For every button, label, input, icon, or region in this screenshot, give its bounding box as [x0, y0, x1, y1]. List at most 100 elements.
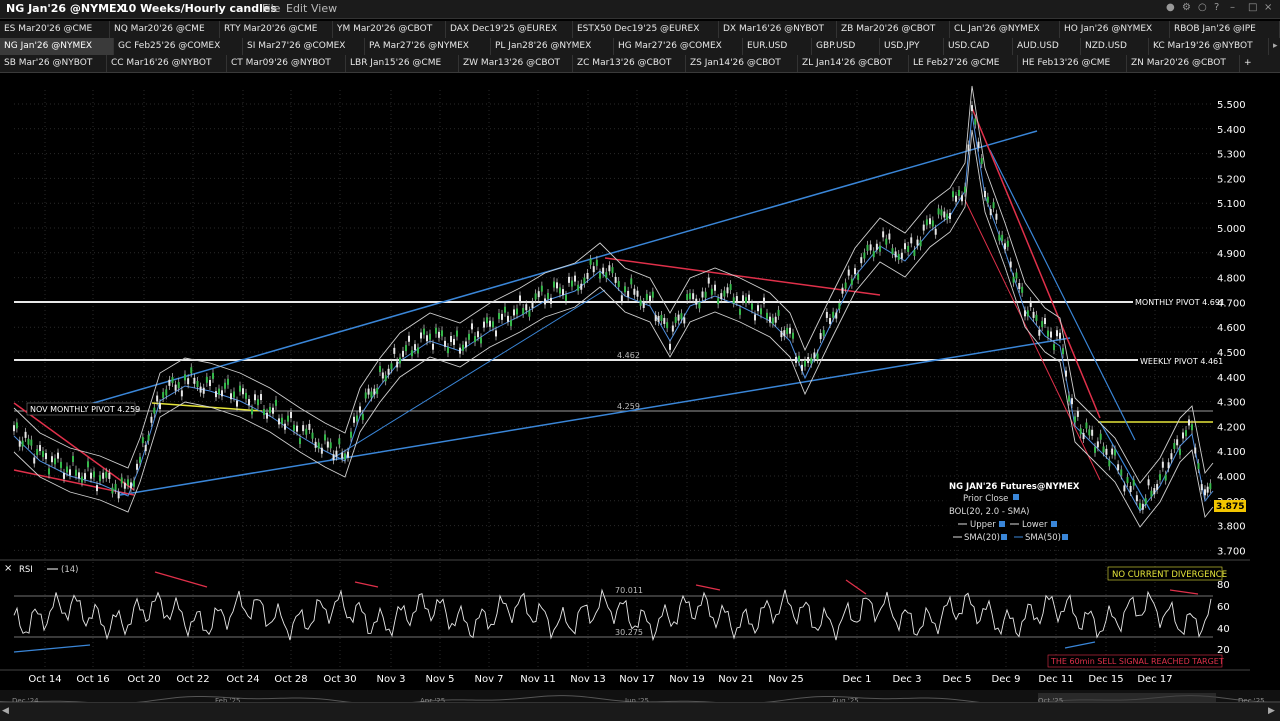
- tab-kc[interactable]: KC Mar19'26 @NYBOT: [1149, 38, 1269, 55]
- tab-scroll-right-icon[interactable]: ▸: [1273, 41, 1278, 51]
- candle: [742, 295, 744, 302]
- date-tick-label: Dec 17: [1137, 674, 1172, 685]
- candle: [159, 403, 161, 410]
- candle: [221, 390, 223, 397]
- lock-icon[interactable]: ●: [1166, 2, 1175, 13]
- tab-estx50[interactable]: ESTX50 Dec19'25 @EUREX: [573, 21, 719, 38]
- candle: [373, 388, 376, 395]
- price-chart[interactable]: MONTHLY PIVOT 4.691 WEEKLY PIVOT 4.461 N…: [0, 70, 1280, 690]
- tab-cc[interactable]: CC Mar16'26 @NYBOT: [107, 55, 227, 72]
- symbol-selector[interactable]: NG Jan'26 @NYMEX: [6, 2, 126, 15]
- tab-audusd[interactable]: AUD.USD: [1013, 38, 1081, 55]
- tab-ho[interactable]: HO Jan'26 @NYMEX: [1060, 21, 1170, 38]
- candle: [1079, 428, 1082, 435]
- candle: [27, 438, 30, 445]
- blue-down-line[interactable]: [1099, 421, 1151, 511]
- tab-nq[interactable]: NQ Mar20'26 @CME: [110, 21, 220, 38]
- tab-pa[interactable]: PA Mar27'26 @NYMEX: [365, 38, 491, 55]
- tab-he[interactable]: HE Feb13'26 @CME: [1018, 55, 1127, 72]
- tab-dx[interactable]: DX Mar16'26 @NYBOT: [719, 21, 837, 38]
- tab-lbr[interactable]: LBR Jan15'26 @CME: [346, 55, 459, 72]
- help-icon[interactable]: ?: [1214, 2, 1220, 13]
- tab-eurusd[interactable]: EUR.USD: [743, 38, 812, 55]
- close-icon[interactable]: ×: [1264, 2, 1273, 13]
- tab-dax[interactable]: DAX Dec19'25 @EUREX: [446, 21, 573, 38]
- scroll-left-icon[interactable]: ◀: [2, 706, 9, 716]
- candle: [875, 243, 878, 250]
- tab-zc[interactable]: ZC Mar13'26 @CBOT: [573, 55, 686, 72]
- add-tab-icon[interactable]: +: [1244, 58, 1252, 68]
- title-bar: NG Jan'26 @NYMEX 10 Weeks/Hourly candles…: [0, 0, 1280, 19]
- inner-trend-line[interactable]: [329, 289, 606, 461]
- rsi-tick-label: 60: [1217, 602, 1230, 613]
- legend-lower-checkbox[interactable]: [1051, 521, 1057, 527]
- candle: [1129, 485, 1132, 492]
- date-tick-label: Nov 11: [520, 674, 555, 685]
- candle: [390, 363, 393, 370]
- tab-zn[interactable]: ZN Mar20'26 @CBOT: [1127, 55, 1240, 72]
- red-trend-line-1[interactable]: [13, 402, 135, 491]
- candle: [1053, 344, 1055, 351]
- price-tick-label: 4.700: [1217, 298, 1246, 309]
- red-decline-line-2[interactable]: [964, 199, 1101, 481]
- scroll-right-icon[interactable]: ▶: [1268, 706, 1275, 716]
- tab-pl[interactable]: PL Jan28'26 @NYMEX: [491, 38, 614, 55]
- rsi-period: (14): [61, 565, 78, 575]
- tab-usdcad[interactable]: USD.CAD: [944, 38, 1013, 55]
- tab-zb[interactable]: ZB Mar20'26 @CBOT: [837, 21, 950, 38]
- tab-nzdusd[interactable]: NZD.USD: [1081, 38, 1149, 55]
- candle: [1147, 479, 1150, 486]
- candle: [531, 301, 534, 308]
- upper-channel-line[interactable]: [89, 252, 613, 405]
- tab-si[interactable]: SI Mar27'26 @COMEX: [243, 38, 365, 55]
- tab-sb[interactable]: SB Mar'26 @NYBOT: [0, 55, 107, 72]
- tab-ct[interactable]: CT Mar09'26 @NYBOT: [227, 55, 346, 72]
- candle: [657, 315, 660, 322]
- tab-gc[interactable]: GC Feb25'26 @COMEX: [114, 38, 243, 55]
- tab-hg[interactable]: HG Mar27'26 @COMEX: [614, 38, 743, 55]
- horizontal-scrollbar[interactable]: ◀ ▶: [0, 702, 1280, 721]
- minimize-icon[interactable]: –: [1230, 2, 1235, 13]
- menu-edit[interactable]: Edit: [286, 2, 308, 15]
- tab-le[interactable]: LE Feb27'26 @CME: [909, 55, 1018, 72]
- indicator-legend[interactable]: NG JAN'26 Futures@NYMEX Prior Close BOL(…: [945, 479, 1080, 545]
- lower-channel-line[interactable]: [119, 337, 1071, 496]
- tab-zs[interactable]: ZS Jan14'26 @CBOT: [686, 55, 798, 72]
- date-tick-label: Dec 5: [943, 674, 972, 685]
- legend-sma50-checkbox[interactable]: [1062, 534, 1068, 540]
- legend-upper-checkbox[interactable]: [999, 521, 1005, 527]
- overview-bar[interactable]: Dec '24 Feb '25 Apr '25 Jun '25 Aug '25 Oct '…: [0, 690, 1280, 705]
- menu-file[interactable]: File: [262, 2, 281, 15]
- candle: [850, 278, 853, 285]
- menu-view[interactable]: View: [311, 2, 338, 15]
- tab-usdjpy[interactable]: USD.JPY: [880, 38, 944, 55]
- tab-gbpusd[interactable]: GBP.USD: [812, 38, 880, 55]
- red-trend-line-2[interactable]: [13, 469, 135, 496]
- tab-ng[interactable]: NG Jan'26 @NYMEX: [0, 38, 114, 55]
- red-decline-line[interactable]: [971, 107, 1101, 419]
- gear-icon[interactable]: ⚙: [1182, 2, 1191, 13]
- legend-prior-close-checkbox[interactable]: [1013, 494, 1019, 500]
- candle: [660, 314, 663, 321]
- timeframe-selector[interactable]: 10 Weeks/Hourly candles: [121, 2, 277, 15]
- tab-es[interactable]: ES Mar20'26 @CME: [0, 21, 110, 38]
- blue-decline-line[interactable]: [989, 149, 1136, 441]
- candle: [863, 252, 866, 259]
- tab-rbob[interactable]: RBOB Jan'26 @IPE: [1170, 21, 1280, 38]
- candle: [620, 295, 623, 302]
- tab-cl[interactable]: CL Jan'26 @NYMEX: [950, 21, 1060, 38]
- candle: [1012, 276, 1015, 283]
- link-icon[interactable]: ○: [1198, 2, 1207, 13]
- upper-channel-line-2[interactable]: [611, 130, 1038, 254]
- legend-sma20-checkbox[interactable]: [1001, 534, 1007, 540]
- candle: [904, 243, 906, 250]
- tab-zw[interactable]: ZW Mar13'26 @CBOT: [459, 55, 573, 72]
- tab-zl[interactable]: ZL Jan14'26 @CBOT: [798, 55, 909, 72]
- candle: [180, 390, 183, 397]
- tab-ym[interactable]: YM Mar20'26 @CBOT: [333, 21, 446, 38]
- maximize-icon[interactable]: □: [1248, 2, 1258, 13]
- tab-rty[interactable]: RTY Mar20'26 @CME: [220, 21, 333, 38]
- yellow-short-line[interactable]: [151, 402, 263, 412]
- rsi-close-icon[interactable]: ×: [4, 563, 12, 574]
- candle: [45, 453, 47, 460]
